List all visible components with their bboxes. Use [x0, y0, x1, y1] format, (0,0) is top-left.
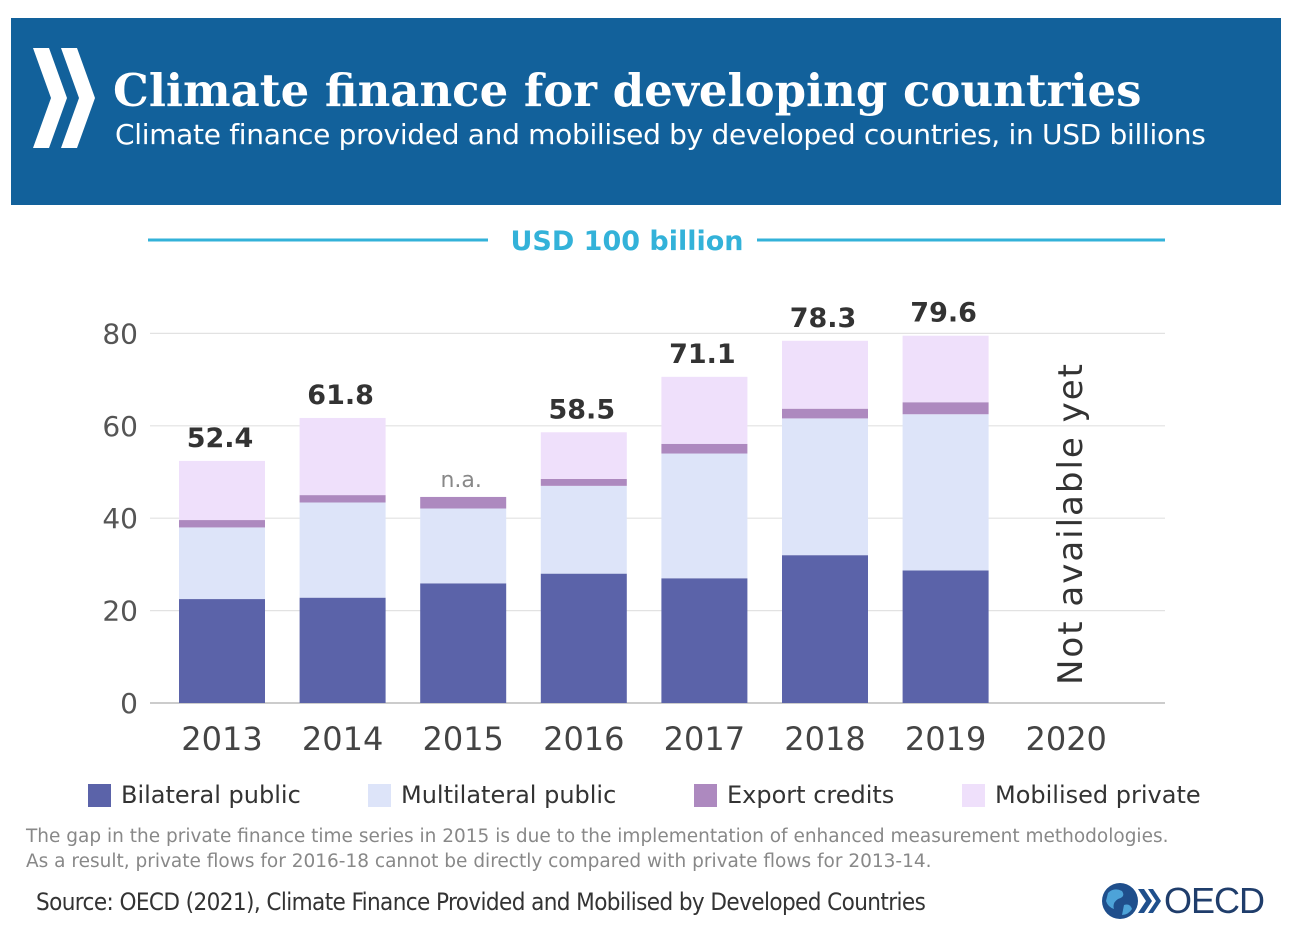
- y-tick-label: 60: [102, 410, 138, 443]
- legend-item: Bilateral public: [88, 780, 301, 810]
- bar-segment: [420, 496, 507, 509]
- oecd-logo: OECD: [1100, 876, 1270, 926]
- bar-segment: [661, 376, 748, 444]
- legend-label: Multilateral public: [401, 781, 617, 809]
- legend-swatch: [962, 783, 985, 807]
- bar-segment: [420, 508, 507, 584]
- legend-label: Mobilised private: [995, 781, 1201, 809]
- bar-segment: [420, 583, 507, 703]
- total-label: 58.5: [548, 394, 615, 425]
- total-label: 79.6: [910, 298, 977, 329]
- header-banner: Climate finance for developing countries…: [11, 18, 1281, 205]
- bar-segment: [782, 408, 868, 419]
- bar-segment: [540, 485, 627, 574]
- x-tick-label: 2017: [664, 720, 745, 758]
- legend-item: Mobilised private: [962, 780, 1201, 810]
- footnote-line: The gap in the private finance time seri…: [26, 826, 1169, 847]
- bar-segment: [179, 527, 265, 600]
- bar-segment: [661, 578, 748, 703]
- chart-subtitle: Climate finance provided and mobilised b…: [115, 118, 1206, 151]
- bar-segment: [179, 520, 265, 528]
- legend-swatch: [368, 783, 391, 807]
- y-tick-label: 0: [120, 687, 138, 720]
- reference-line-label: USD 100 billion: [510, 226, 743, 257]
- bar-segment: [661, 443, 748, 454]
- footnote-line: As a result, private flows for 2016-18 c…: [26, 851, 932, 872]
- x-tick-label: 2013: [181, 720, 262, 758]
- source-text: Source: OECD (2021), Climate Finance Pro…: [36, 888, 926, 916]
- y-tick-label: 20: [102, 595, 138, 628]
- bar-segment: [540, 478, 627, 486]
- stacked-bar-chart: USD 100 billion 0 20 40 60 80 52.4 61.8 n.a. 58…: [102, 226, 1165, 758]
- bar-segment: [299, 502, 386, 598]
- x-tick-label: 2018: [784, 720, 865, 758]
- y-axis-ticks: 0 20 40 60 80: [102, 317, 138, 720]
- x-axis-ticks: 2013 2014 2015 2016 2017 2018 2019 2020: [181, 720, 1107, 758]
- bar-segment: [782, 418, 868, 556]
- bar-segment: [661, 453, 748, 579]
- legend-item: Multilateral public: [368, 780, 616, 810]
- total-labels: 52.4 61.8 n.a. 58.5 71.1 78.3 79.6: [187, 298, 977, 493]
- total-label: 52.4: [187, 423, 254, 454]
- total-label: 61.8: [307, 380, 374, 411]
- bar-segment: [902, 414, 989, 571]
- bar-segment: [299, 417, 386, 496]
- legend: Bilateral public Multilateral public Expor…: [88, 780, 1238, 810]
- y-tick-label: 40: [102, 502, 138, 535]
- chart-title: Climate finance for developing countries: [113, 64, 1142, 117]
- y-tick-label: 80: [102, 317, 138, 350]
- x-tick-label: 2019: [905, 720, 986, 758]
- bar-segment: [782, 555, 868, 703]
- bar-segment: [179, 460, 265, 521]
- x-tick-label: 2016: [543, 720, 624, 758]
- legend-item: Export credits: [694, 780, 894, 810]
- bar-segment: [782, 340, 868, 409]
- x-tick-label: 2015: [422, 720, 503, 758]
- legend-label: Bilateral public: [121, 781, 301, 809]
- legend-label: Export credits: [727, 781, 895, 809]
- chevron-right-icon: [33, 48, 95, 148]
- total-label: 71.1: [669, 339, 736, 370]
- oecd-logo-text: OECD: [1164, 880, 1265, 921]
- x-tick-label: 2014: [302, 720, 383, 758]
- globe-icon: [1102, 883, 1161, 919]
- bar-segment: [902, 402, 989, 415]
- bar-segment: [540, 573, 627, 703]
- bar-segment: [299, 495, 386, 503]
- not-available-annotation: Not available yet: [1051, 362, 1091, 685]
- bar-segment: [299, 597, 386, 703]
- legend-swatch: [694, 783, 717, 807]
- footnote: The gap in the private finance time seri…: [26, 824, 1276, 874]
- total-label: 78.3: [790, 303, 857, 334]
- reference-line-group: USD 100 billion: [148, 226, 1165, 257]
- legend-swatch: [88, 783, 111, 807]
- bar-segment: [540, 432, 627, 479]
- x-tick-label: 2020: [1025, 720, 1106, 758]
- total-label: n.a.: [440, 468, 481, 493]
- bar-segment: [179, 599, 265, 703]
- bar-segment: [902, 335, 989, 403]
- bar-segment: [902, 570, 989, 703]
- bars: [179, 335, 989, 703]
